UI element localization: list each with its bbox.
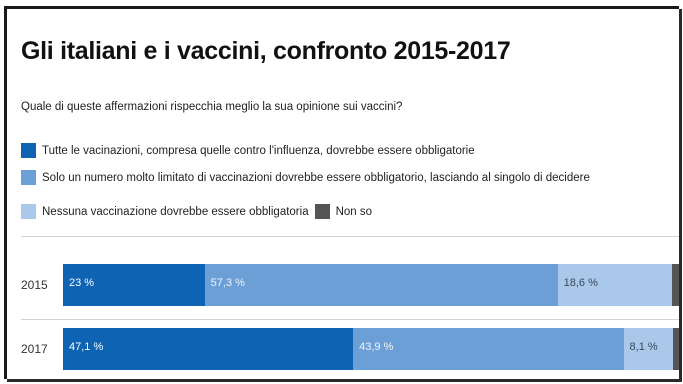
legend-item-none-mandatory: Nessuna vaccinazione dovrebbe essere obb… — [21, 204, 372, 219]
legend-label-none-mandatory: Nessuna vaccinazione dovrebbe essere obb… — [42, 205, 309, 218]
bar-segment-2017-none-mandatory: 8,1 % — [623, 328, 674, 370]
bar-value-label: 23 % — [69, 277, 95, 289]
legend-swatch-all-mandatory — [21, 143, 36, 158]
chart-question: Quale di queste affermazioni rispecchia … — [21, 101, 403, 113]
bar-value-label: 8,1 % — [629, 341, 658, 353]
bar-segment-2015-all-mandatory: 23 % — [63, 264, 205, 306]
chart-title: Gli italiani e i vaccini, confronto 2015… — [21, 37, 511, 65]
bar-segment-2017-all-mandatory: 47,1 % — [63, 328, 354, 370]
bar-value-label: 43,9 % — [359, 341, 394, 353]
legend-label-limited-mandatory: Solo un numero molto limitato di vaccina… — [42, 171, 590, 184]
bar-2015: 23 % 57,3 % 18,6 % — [63, 264, 679, 306]
legend-divider — [21, 236, 679, 237]
legend-swatch-none-mandatory — [21, 204, 36, 219]
legend-item-all-mandatory: Tutte le vacinazioni, compresa quelle co… — [21, 143, 475, 158]
bar-value-label: 47,1 % — [69, 341, 104, 353]
row-label-2017: 2017 — [21, 342, 48, 356]
chart-card: Gli italiani e i vaccini, confronto 2015… — [4, 6, 679, 379]
legend-item-dont-know: Non so — [314, 204, 373, 219]
legend-label-dont-know: Non so — [335, 205, 373, 218]
legend-label-all-mandatory: Tutte le vacinazioni, compresa quelle co… — [42, 144, 475, 157]
bar-segment-2017-dont-know — [673, 328, 679, 370]
bar-segment-2015-dont-know — [672, 264, 679, 306]
legend-swatch-dont-know — [314, 204, 330, 219]
bar-value-label: 57,3 % — [210, 277, 245, 289]
bar-value-label: 18,6 % — [563, 277, 598, 289]
legend-swatch-limited-mandatory — [21, 170, 36, 185]
bar-2017: 47,1 % 43,9 % 8,1 % — [63, 328, 679, 370]
bar-segment-2015-limited-mandatory: 57,3 % — [204, 264, 558, 306]
legend-item-limited-mandatory: Solo un numero molto limitato di vaccina… — [21, 170, 590, 185]
row-label-2015: 2015 — [21, 278, 48, 292]
bar-segment-2017-limited-mandatory: 43,9 % — [353, 328, 624, 370]
bar-segment-2015-none-mandatory: 18,6 % — [557, 264, 673, 306]
row-divider — [21, 319, 679, 320]
